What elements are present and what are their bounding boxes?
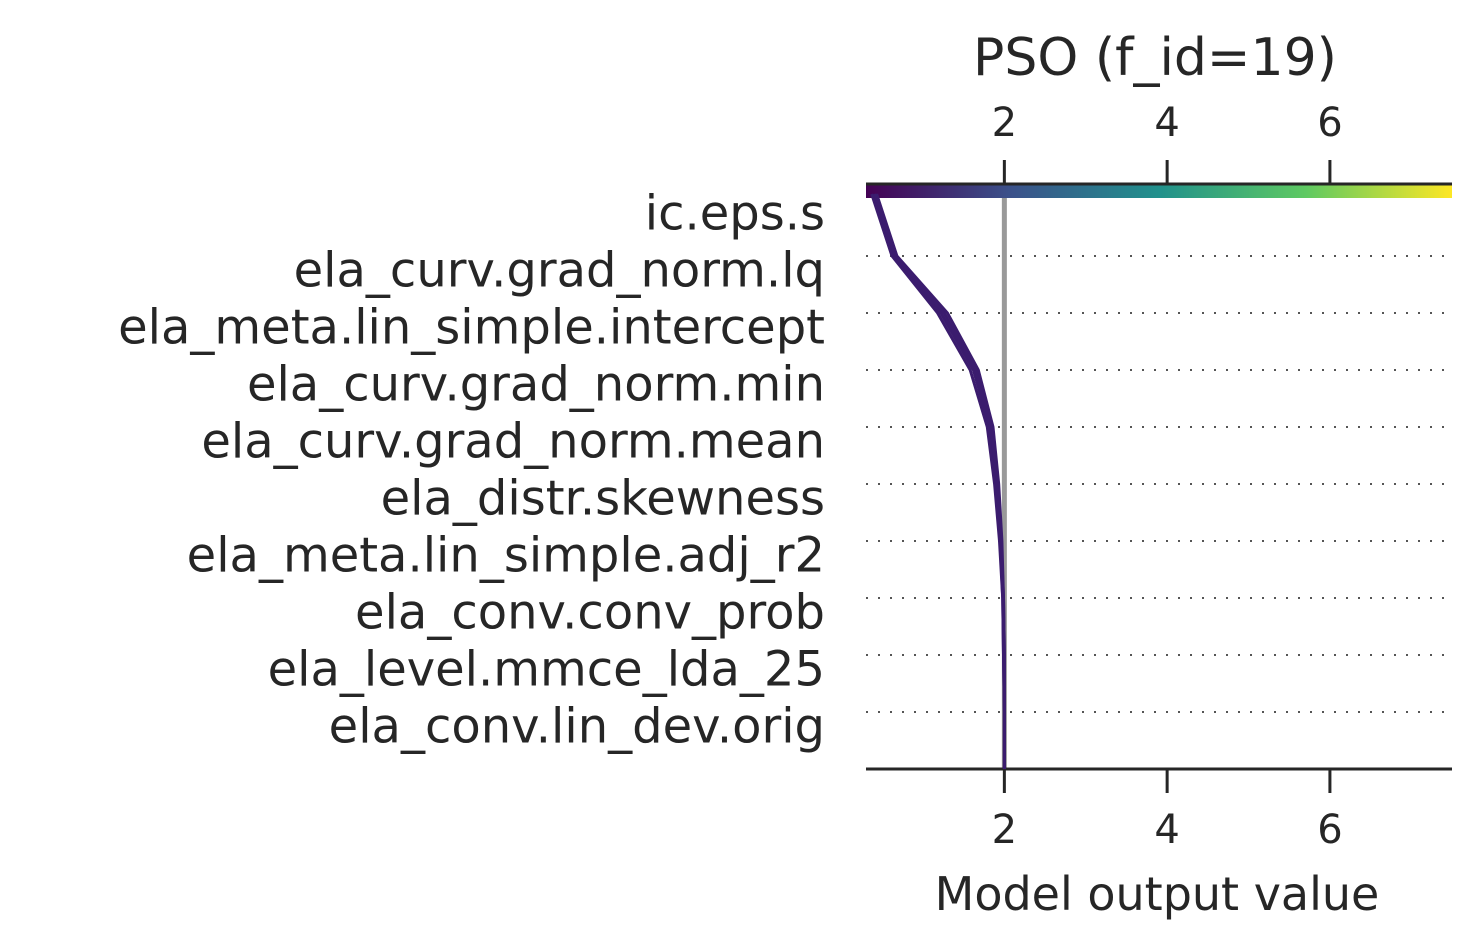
- decision-path-line: [873, 193, 1006, 769]
- feature-label: ela_meta.lin_simple.intercept: [118, 300, 825, 356]
- x-axis-label: Model output value: [935, 867, 1380, 921]
- feature-label: ela_conv.lin_dev.orig: [329, 699, 825, 755]
- feature-label: ela_curv.grad_norm.mean: [201, 414, 825, 470]
- colorbar: [866, 184, 1452, 198]
- grid-lines: [866, 255, 1448, 713]
- feature-label: ela_level.mmce_lda_25: [268, 642, 825, 698]
- feature-label: ela_distr.skewness: [381, 471, 825, 527]
- feature-labels: ic.eps.sela_curv.grad_norm.lqela_meta.li…: [118, 186, 825, 755]
- chart-title: PSO (f_id=19): [973, 28, 1337, 88]
- feature-label: ic.eps.s: [645, 186, 825, 242]
- feature-label: ela_curv.grad_norm.lq: [294, 243, 825, 299]
- bottom-tick-label: 6: [1317, 807, 1342, 853]
- decision-path-line: [870, 193, 1006, 769]
- top-tick-label: 6: [1317, 100, 1342, 146]
- bottom-tick-label: 4: [1154, 807, 1179, 853]
- decision-path-line: [872, 193, 1006, 769]
- bottom-tick-label: 2: [992, 807, 1017, 853]
- decision-paths: [870, 193, 1006, 769]
- feature-label: ela_conv.conv_prob: [355, 585, 825, 641]
- top-tick-label: 2: [992, 100, 1017, 146]
- decision-path-line: [875, 193, 1006, 769]
- feature-label: ela_meta.lin_simple.adj_r2: [187, 528, 825, 584]
- feature-label: ela_curv.grad_norm.min: [247, 357, 825, 413]
- axis-ticks: 2 2 4 4 6 6: [992, 100, 1343, 853]
- top-tick-label: 4: [1154, 100, 1179, 146]
